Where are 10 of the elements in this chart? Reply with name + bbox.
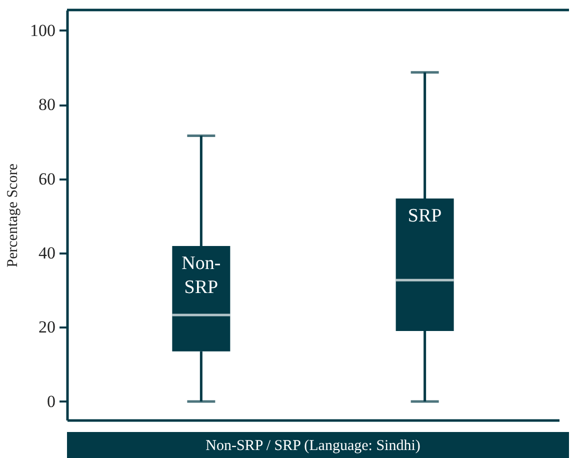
y-tick-label: 60 [38, 169, 56, 188]
y-tick-label: 100 [30, 20, 56, 40]
y-tick-label: 0 [47, 392, 56, 411]
y-tick-label: 20 [38, 318, 56, 337]
x-tick-label: SRP [408, 205, 442, 226]
y-tick-label: 80 [38, 95, 56, 114]
x-tick-label: Non-SRP [182, 252, 221, 298]
x-axis-title: Non-SRP / SRP (Language: Sindhi) [206, 438, 420, 454]
y-tick-label: 40 [38, 244, 56, 263]
y-axis-title: Percentage Score [5, 163, 21, 268]
